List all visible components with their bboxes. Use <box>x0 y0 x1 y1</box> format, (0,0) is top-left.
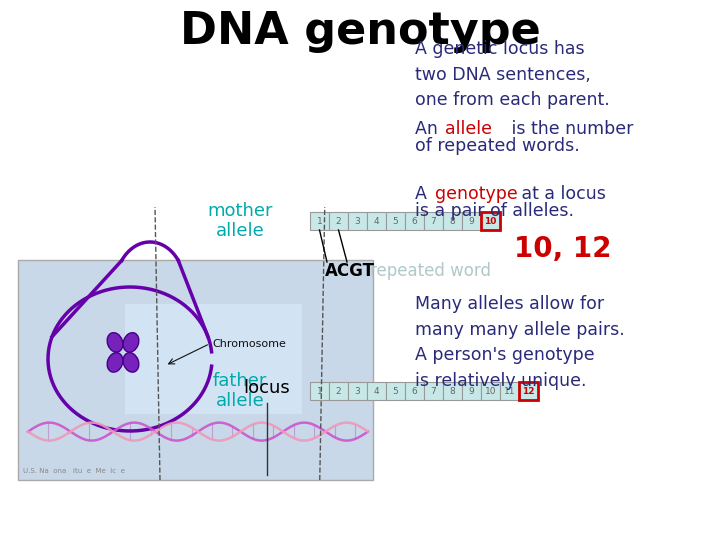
Text: 1: 1 <box>317 217 323 226</box>
Text: genotype: genotype <box>435 185 518 203</box>
Bar <box>348 382 367 400</box>
Bar <box>424 382 443 400</box>
Text: 9: 9 <box>469 387 474 395</box>
Text: repeated word: repeated word <box>370 262 491 280</box>
Text: at a locus: at a locus <box>516 185 606 203</box>
Text: 10: 10 <box>485 217 497 226</box>
Ellipse shape <box>107 353 123 372</box>
Text: A genetic locus has
two DNA sentences,
one from each parent.: A genetic locus has two DNA sentences, o… <box>415 40 610 110</box>
Bar <box>125 304 302 414</box>
Bar <box>500 382 519 400</box>
Text: 3: 3 <box>355 387 361 395</box>
Text: is the number: is the number <box>505 120 633 138</box>
Text: father
allele: father allele <box>213 372 267 410</box>
Bar <box>386 212 405 230</box>
Text: is a pair of alleles.: is a pair of alleles. <box>415 202 574 220</box>
Bar <box>310 382 329 400</box>
Ellipse shape <box>123 333 139 352</box>
Text: 8: 8 <box>449 217 455 226</box>
Text: 4: 4 <box>374 387 379 395</box>
Text: 6: 6 <box>412 217 418 226</box>
Text: 11: 11 <box>504 387 516 395</box>
Bar <box>443 212 462 230</box>
Bar <box>424 212 443 230</box>
Bar <box>367 382 386 400</box>
Bar <box>329 212 348 230</box>
Text: An: An <box>415 120 444 138</box>
Text: 10: 10 <box>485 387 496 395</box>
Text: 8: 8 <box>449 387 455 395</box>
Text: 4: 4 <box>374 217 379 226</box>
Text: mother
allele: mother allele <box>207 201 273 240</box>
Text: 3: 3 <box>355 217 361 226</box>
Bar <box>329 382 348 400</box>
Bar <box>405 382 424 400</box>
Text: 5: 5 <box>392 387 398 395</box>
Text: 7: 7 <box>431 387 436 395</box>
Text: 2: 2 <box>336 217 341 226</box>
Text: 1: 1 <box>317 387 323 395</box>
Text: Many alleles allow for
many many allele pairs.
A person's genotype
is relatively: Many alleles allow for many many allele … <box>415 295 625 390</box>
Bar <box>18 260 373 480</box>
Ellipse shape <box>107 333 123 352</box>
Text: ACGT: ACGT <box>325 262 375 280</box>
Bar <box>443 382 462 400</box>
Text: 7: 7 <box>431 217 436 226</box>
Text: 2: 2 <box>336 387 341 395</box>
Bar <box>386 382 405 400</box>
Text: 12: 12 <box>522 387 535 395</box>
Text: 6: 6 <box>412 387 418 395</box>
Text: allele: allele <box>445 120 492 138</box>
Bar <box>481 212 500 230</box>
Bar <box>462 212 481 230</box>
Bar <box>348 212 367 230</box>
Bar <box>481 382 500 400</box>
Bar <box>367 212 386 230</box>
Text: 9: 9 <box>469 217 474 226</box>
Text: U.S. Na  ona   itu  e  Me  ic  e: U.S. Na ona itu e Me ic e <box>23 468 125 474</box>
Text: locus: locus <box>243 379 290 396</box>
Bar <box>519 382 538 400</box>
Text: DNA genotype: DNA genotype <box>179 10 541 53</box>
Text: 5: 5 <box>392 217 398 226</box>
Text: of repeated words.: of repeated words. <box>415 137 580 155</box>
Text: A: A <box>415 185 433 203</box>
Bar <box>310 212 329 230</box>
Bar <box>405 212 424 230</box>
Text: Chromosome: Chromosome <box>212 339 286 349</box>
Ellipse shape <box>123 353 139 372</box>
Bar <box>462 382 481 400</box>
Text: 10, 12: 10, 12 <box>514 235 611 263</box>
